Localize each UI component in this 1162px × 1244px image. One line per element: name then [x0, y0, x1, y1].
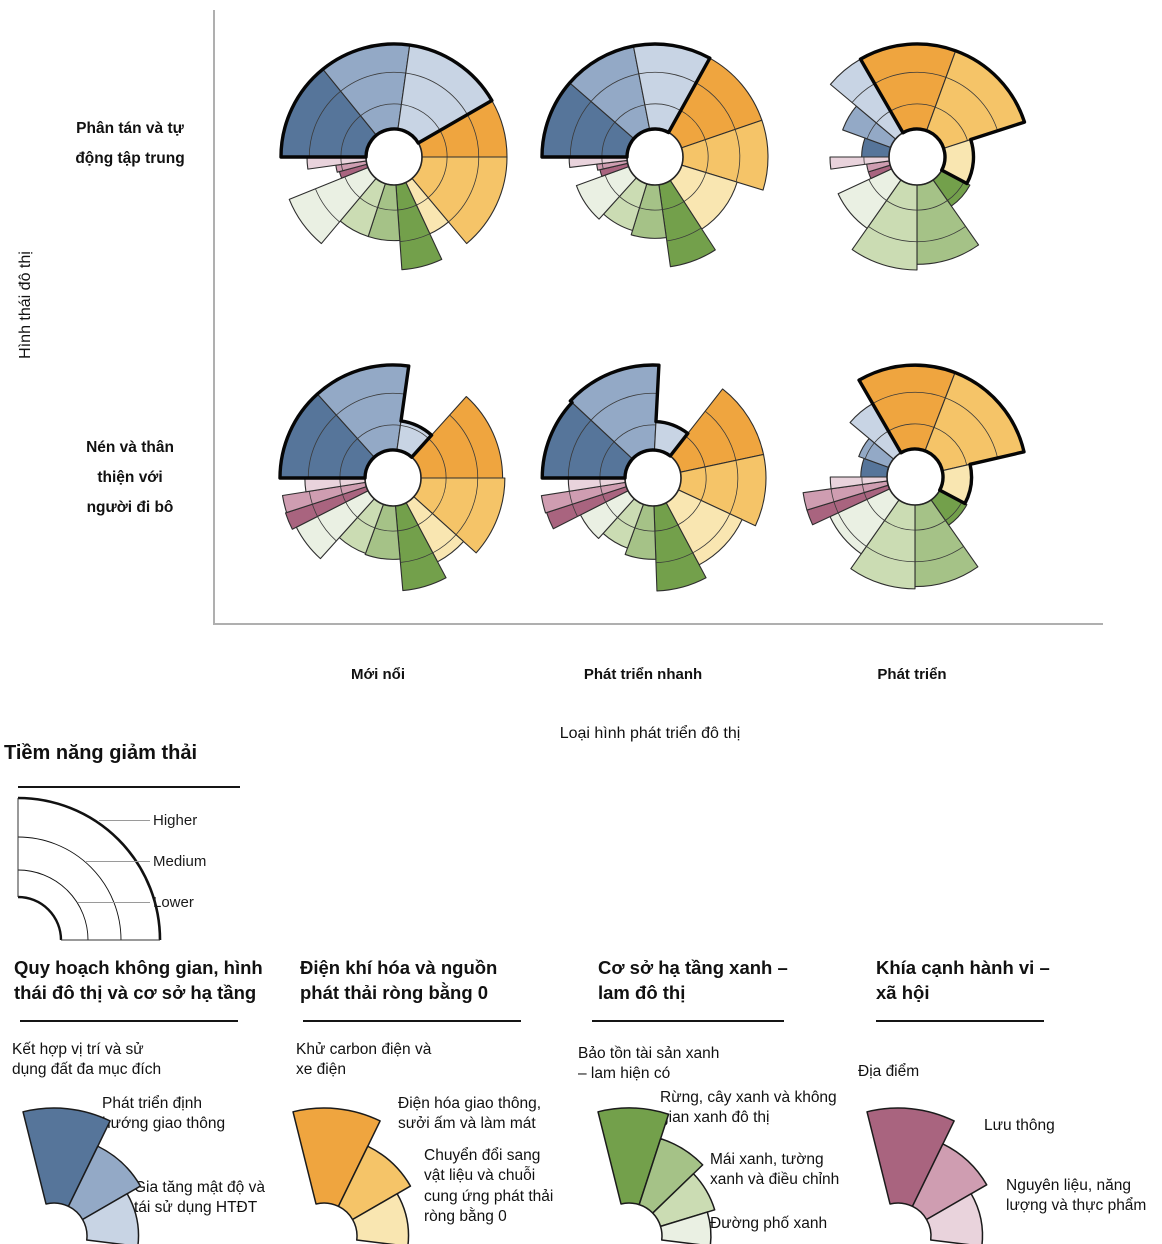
- legend-group-social-rule: [876, 1020, 1044, 1022]
- legend-fan-green: [583, 1094, 763, 1244]
- row-label-compact: Nén và thân thiện với người đi bô: [86, 439, 174, 516]
- legend-fan-spatial: [8, 1094, 188, 1244]
- col-label-rapidly-growing: Phát triển nhanh: [583, 666, 703, 683]
- ring-label-higher: Higher: [153, 812, 198, 829]
- x-axis-label: Loại hình phát triển đô thị: [559, 725, 741, 742]
- legend-fan-social: [852, 1094, 1032, 1244]
- legend-item-urban-forests: Rừng, cây xanh và không gian xanh đô thị: [660, 1089, 837, 1127]
- ring-leader-lower: [78, 902, 150, 903]
- legend-item-circulation: Lưu thông: [984, 1117, 1055, 1134]
- col-label-emerging: Mới nổi: [351, 666, 405, 683]
- y-axis-line: [213, 10, 215, 623]
- legend-item-densification: Gia tăng mật độ và tái sử dụng HTĐT: [134, 1179, 265, 1217]
- col-label-established: Phát triển: [877, 666, 947, 683]
- x-axis-line: [213, 623, 1103, 625]
- legend-group-spatial-rule: [20, 1020, 238, 1022]
- ring-legend-svg: [17, 796, 162, 941]
- ring-label-medium: Medium: [153, 853, 207, 870]
- legend-group-energy-rule: [303, 1020, 521, 1022]
- legend-item-transit-oriented: Phát triển định hướng giao thông: [102, 1095, 226, 1133]
- legend-group-social-title: Khía cạnh hành vi – xã hội: [876, 957, 1050, 1003]
- rose-chart-r1c2: [802, 363, 1026, 590]
- legend-item-colocation: Kết hợp vị trí và sử dụng đất đa mục đíc…: [12, 1041, 162, 1079]
- legend-group-green-rule: [592, 1020, 784, 1022]
- ring-legend-rule: [18, 786, 240, 788]
- legend-item-materials-energy-food: Nguyên liệu, năng lượng và thực phẩm: [1006, 1177, 1147, 1215]
- legend-item-green-streets: Đường phố xanh: [710, 1215, 828, 1232]
- rose-chart-r1c0: [278, 363, 506, 592]
- legend-fan-svg-spatial: [22, 1107, 142, 1244]
- ring-legend-title: Tiềm năng giảm thải: [4, 742, 197, 764]
- legend-group-spatial-title: Quy hoạch không gian, hình thái đô thị v…: [14, 957, 263, 1003]
- rose-chart-r0c1: [540, 42, 769, 268]
- legend-fan-svg-social: [866, 1107, 988, 1244]
- legend-item-decarbonise-electricity: Khử carbon điện và xe điện: [296, 1041, 432, 1079]
- legend-fan-svg-green: [597, 1107, 716, 1244]
- legend-fan-energy: [278, 1094, 458, 1244]
- legend-item-location: Địa điểm: [858, 1063, 920, 1080]
- rose-chart-r0c2: [829, 42, 1027, 271]
- legend-item-netzero-materials: Chuyển đổi sang vật liệu và chuỗi cung ứ…: [424, 1147, 554, 1226]
- rose-chart-r0c0: [279, 42, 508, 271]
- ring-legend-fan: [0, 788, 175, 946]
- legend-item-electrify-transport: Điện hóa giao thông, sưởi ấm và làm mát: [398, 1095, 542, 1133]
- row-label-dispersed: Phân tán và tự động tập trung: [75, 120, 185, 167]
- legend-item-preserve-assets: Bảo tồn tài sản xanh – lam hiện có: [578, 1045, 720, 1083]
- ring-leader-medium: [86, 861, 150, 862]
- legend-group-green-title: Cơ sở hạ tầng xanh – lam đô thị: [598, 957, 788, 1003]
- legend-group-energy-title: Điện khí hóa và nguồn phát thải ròng bằn…: [300, 957, 498, 1003]
- rose-chart-r1c1: [540, 363, 767, 592]
- legend-fan-svg-energy: [292, 1107, 412, 1244]
- y-axis-label: Hình thái đô thị: [17, 251, 34, 359]
- legend-item-green-roofs: Mái xanh, tường xanh và điều chỉnh: [710, 1151, 840, 1189]
- ring-label-lower: Lower: [153, 894, 194, 911]
- ring-leader-higher: [99, 820, 150, 821]
